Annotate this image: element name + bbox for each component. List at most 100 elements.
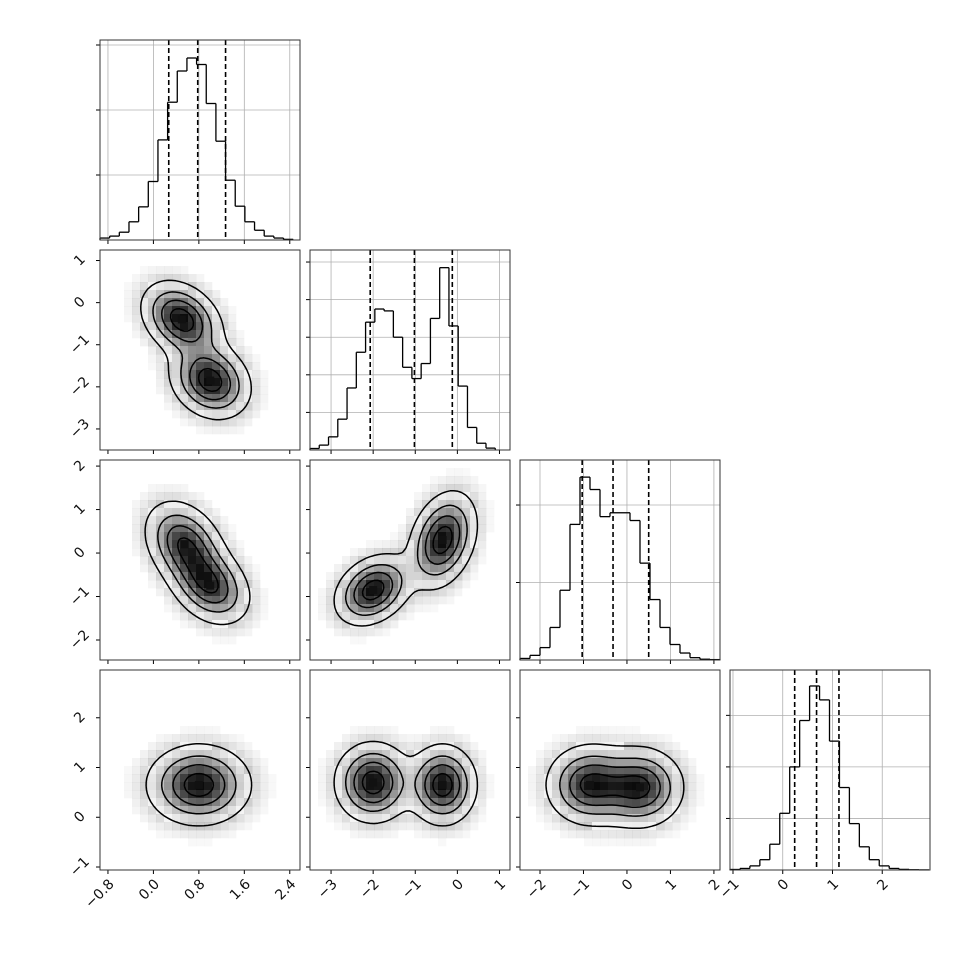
density-cell xyxy=(164,524,173,533)
density-cell xyxy=(600,830,609,839)
density-cell xyxy=(164,386,173,395)
density-cell xyxy=(536,798,545,807)
density-cell xyxy=(132,548,141,557)
x-tick-label: 0 xyxy=(619,876,637,894)
density-cell xyxy=(656,798,665,807)
density-cell xyxy=(366,774,375,783)
density-cell xyxy=(334,822,343,831)
density-cell xyxy=(382,596,391,605)
density-cell xyxy=(414,766,423,775)
contour xyxy=(569,764,661,809)
density-cell xyxy=(608,814,617,823)
density-cell xyxy=(632,766,641,775)
density-cell xyxy=(140,338,149,347)
density-cell xyxy=(164,274,173,283)
density-cell xyxy=(236,572,245,581)
density-cell xyxy=(196,798,205,807)
density-cell xyxy=(406,580,415,589)
density-cell xyxy=(228,750,237,759)
density-cell xyxy=(462,548,471,557)
density-cell xyxy=(406,790,415,799)
density-cell xyxy=(326,790,335,799)
density-cell xyxy=(180,548,189,557)
density-cell xyxy=(584,734,593,743)
density-cell xyxy=(374,726,383,735)
density-cell xyxy=(260,604,269,613)
density-cell xyxy=(148,362,157,371)
density-cell xyxy=(584,806,593,815)
density xyxy=(132,484,269,645)
density-cell xyxy=(188,564,197,573)
density-cell xyxy=(358,572,367,581)
density-cell xyxy=(204,774,213,783)
density-cell xyxy=(584,838,593,847)
x-tick-label: 0 xyxy=(775,876,793,894)
density-cell xyxy=(358,806,367,815)
density-cell xyxy=(180,766,189,775)
density-cell xyxy=(180,330,189,339)
density-cell xyxy=(188,322,197,331)
density-cell xyxy=(390,790,399,799)
density-cell xyxy=(132,798,141,807)
density-cell xyxy=(132,516,141,525)
density-cell xyxy=(422,742,431,751)
density-cell xyxy=(188,782,197,791)
density-cell xyxy=(374,822,383,831)
density-cell xyxy=(358,774,367,783)
density-cell xyxy=(188,830,197,839)
density-cell xyxy=(422,604,431,613)
density-cell xyxy=(156,290,165,299)
density-cell xyxy=(382,822,391,831)
density-cell xyxy=(156,806,165,815)
density-cell xyxy=(252,774,261,783)
density-cell xyxy=(228,620,237,629)
density-cell xyxy=(358,628,367,637)
density-cell xyxy=(438,750,447,759)
density-cell xyxy=(260,782,269,791)
density-cell xyxy=(342,572,351,581)
density-cell xyxy=(164,572,173,581)
density-cell xyxy=(228,306,237,315)
density-cell xyxy=(260,798,269,807)
density-cell xyxy=(318,790,327,799)
density-cell xyxy=(212,314,221,323)
density-cell xyxy=(156,548,165,557)
density-cell xyxy=(196,298,205,307)
density-cell xyxy=(228,426,237,435)
density-cell xyxy=(462,830,471,839)
density-cell xyxy=(148,548,157,557)
density-cell xyxy=(438,564,447,573)
density-cell xyxy=(204,330,213,339)
density-cell xyxy=(592,830,601,839)
density-cell xyxy=(438,580,447,589)
density-cell xyxy=(140,556,149,565)
density-cell xyxy=(220,386,229,395)
density-cell xyxy=(374,564,383,573)
density-cell xyxy=(398,806,407,815)
density-cell xyxy=(252,410,261,419)
density-cell xyxy=(220,394,229,403)
density-cell xyxy=(148,540,157,549)
density-cell xyxy=(414,774,423,783)
density-cell xyxy=(204,306,213,315)
density-cell xyxy=(228,524,237,533)
density-cell xyxy=(164,484,173,493)
density-cell xyxy=(204,758,213,767)
density-cell xyxy=(140,774,149,783)
density-peak xyxy=(194,780,203,789)
density-cell xyxy=(350,726,359,735)
density-cell xyxy=(326,588,335,597)
density-cell xyxy=(350,572,359,581)
density-cell xyxy=(140,548,149,557)
density-cell xyxy=(454,508,463,517)
density-cell xyxy=(172,484,181,493)
density-cell xyxy=(180,620,189,629)
density-cell xyxy=(220,588,229,597)
density-cell xyxy=(664,734,673,743)
density-cell xyxy=(398,612,407,621)
density-cell xyxy=(220,378,229,387)
density-cell xyxy=(132,330,141,339)
density-cell xyxy=(478,782,487,791)
density-cell xyxy=(172,306,181,315)
density-cell xyxy=(172,282,181,291)
